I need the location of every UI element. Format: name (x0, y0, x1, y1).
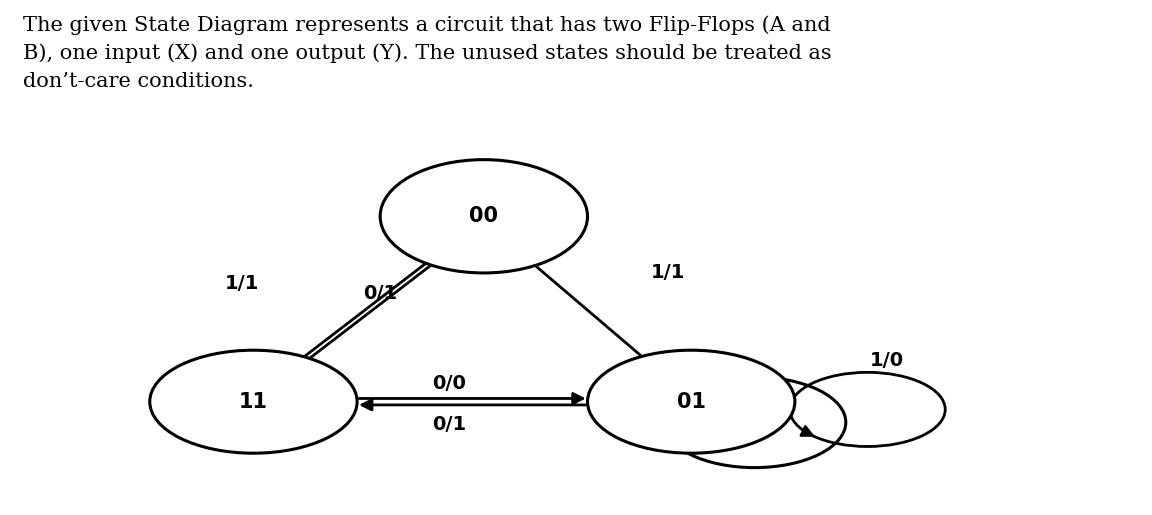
Text: The given State Diagram represents a circuit that has two Flip-Flops (A and
B), : The given State Diagram represents a cir… (23, 15, 832, 91)
Text: 0/0: 0/0 (432, 374, 467, 393)
Ellipse shape (588, 350, 795, 453)
Text: 0/1: 0/1 (363, 284, 397, 303)
Text: 1/1: 1/1 (651, 264, 685, 282)
Text: 0/1: 0/1 (432, 416, 467, 434)
Ellipse shape (150, 350, 357, 453)
Text: 00: 00 (469, 207, 499, 226)
Text: 1/1: 1/1 (225, 274, 259, 293)
Text: 1/0: 1/0 (870, 351, 904, 370)
Text: 11: 11 (238, 392, 268, 411)
Text: 01: 01 (676, 392, 706, 411)
Ellipse shape (380, 160, 588, 273)
